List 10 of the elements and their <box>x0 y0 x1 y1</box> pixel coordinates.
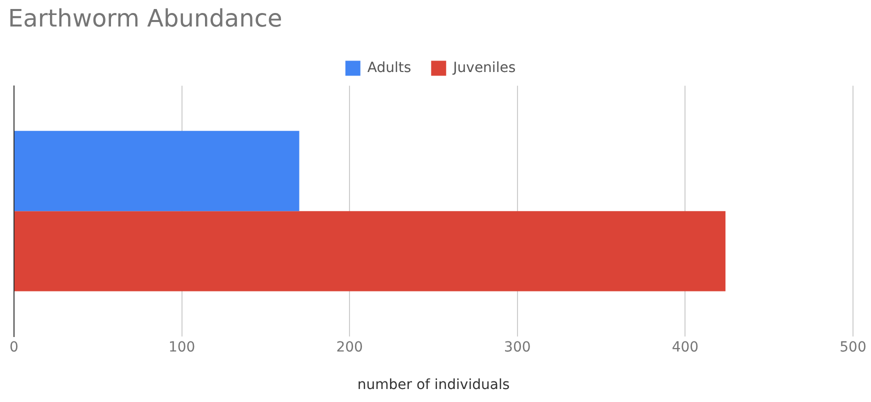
x-axis-title: number of individuals <box>357 377 510 394</box>
x-tick-label: 100 <box>168 339 196 356</box>
legend-label: Adults <box>367 60 412 76</box>
x-tick-label: 200 <box>336 339 363 356</box>
legend-label: Juveniles <box>452 60 516 76</box>
x-tick-label: 400 <box>672 339 699 356</box>
x-tick-label: 300 <box>504 339 531 356</box>
chart-title: Earthworm Abundance <box>8 4 282 33</box>
x-tick-label: 0 <box>10 339 18 356</box>
x-tick-label: 500 <box>840 339 866 356</box>
